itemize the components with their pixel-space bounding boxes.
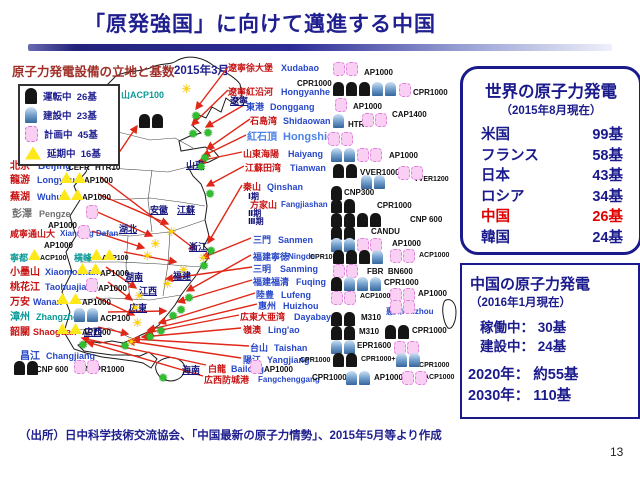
- country-name: フランス: [481, 147, 539, 164]
- site-arrow: [185, 254, 252, 292]
- china-nuclear-box: 中国の原子力発電 （2016年1月現在） 稼働中： 30基 建設中： 24基 20…: [460, 263, 640, 419]
- reactor-postponed-icon: [25, 146, 41, 160]
- site-arrow: [190, 89, 229, 126]
- world-country-row: 中国 26基: [463, 207, 639, 228]
- page-number: 13: [610, 445, 624, 459]
- legend-item: 運転中 26基: [25, 87, 118, 105]
- china-target-row: 2020年： 約55基: [468, 367, 579, 383]
- china-box-subtitle: （2016年1月現在）: [470, 297, 571, 309]
- china-status-row: 建設中： 24基: [480, 339, 567, 354]
- world-box-title: 世界の原子力発電: [485, 83, 617, 101]
- page-title: 「原発強国」に向けて邁進する中国: [84, 13, 436, 36]
- map-legend: 運転中 26基 建設中 23基 計画中 45基 延期中 16基: [18, 84, 120, 166]
- site-arrow: [126, 337, 242, 359]
- site-arrow: [195, 66, 229, 111]
- site-arrow: [204, 104, 245, 128]
- country-name: 韓国: [481, 229, 510, 246]
- reactor-count: 99基: [592, 127, 623, 143]
- legend-item-label: 建設中 23基: [43, 111, 97, 122]
- reactor-count: 24基: [592, 229, 623, 246]
- site-arrow: [131, 335, 250, 347]
- world-country-row: 韓国 24基: [463, 228, 639, 249]
- site-arrow: [91, 230, 146, 250]
- world-nuclear-box: 世界の原子力発電 （2015年8月現在） 米国 99基フランス 58基日本 43基ロシ…: [460, 66, 640, 255]
- reactor-count: 34基: [592, 188, 623, 205]
- world-country-row: 米国 99基: [463, 125, 639, 146]
- world-country-rows: 米国 99基フランス 58基日本 43基ロシア 34基中国 26基韓国 24基: [463, 125, 639, 248]
- title-divider-bar: [28, 44, 612, 51]
- reactor-count: 26基: [592, 209, 623, 225]
- china-status-row: 稼働中： 30基: [480, 320, 567, 335]
- site-arrow: [201, 134, 247, 157]
- taiwan-island: [442, 299, 457, 329]
- legend-item-label: 延期中 16基: [47, 149, 101, 160]
- reactor-operating-icon: [25, 88, 37, 104]
- site-arrow: [140, 327, 242, 341]
- site-arrow: [205, 118, 251, 150]
- site-arrow: [144, 314, 240, 336]
- site-arrow: [200, 237, 252, 260]
- legend-item: 建設中 23基: [25, 106, 118, 124]
- legend-items: 運転中 26基 建設中 23基 計画中 45基 延期中 16基: [20, 87, 118, 162]
- site-arrow: [94, 210, 154, 238]
- china-target-rows: 2020年： 約55基 2030年： 110基: [462, 365, 638, 407]
- world-box-subtitle: （2015年8月現在）: [500, 105, 602, 117]
- reactor-construction-icon: [25, 107, 37, 123]
- site-arrow: [146, 303, 258, 333]
- reactor-count: 43基: [592, 168, 623, 184]
- world-country-row: ロシア 34基: [463, 187, 639, 208]
- site-arrow: [105, 266, 138, 289]
- legend-item: 計画中 45基: [25, 125, 118, 143]
- country-name: ロシア: [481, 188, 525, 205]
- site-arrow: [164, 266, 253, 283]
- site-arrow: [99, 176, 198, 251]
- site-arrow: [197, 151, 243, 164]
- world-country-row: 日本 43基: [463, 166, 639, 187]
- site-arrow: [207, 184, 243, 245]
- china-box-title: 中国の原子力発電: [470, 276, 591, 293]
- site-arrow: [123, 251, 178, 265]
- site-arrow: [107, 306, 168, 316]
- china-status-rows: 稼働中： 30基 建設中： 24基: [462, 318, 638, 356]
- country-name: 日本: [481, 168, 510, 184]
- map-heading: 原子力発電設備の立地と基数: [12, 65, 175, 79]
- site-arrow: [205, 165, 245, 187]
- country-name: 中国: [481, 209, 510, 225]
- site-arrow: [97, 326, 130, 337]
- reactor-count: 58基: [592, 147, 623, 164]
- legend-item-label: 計画中 45基: [44, 130, 98, 141]
- site-arrow: [97, 193, 170, 226]
- reactor-planned-icon: [25, 126, 38, 142]
- map-date: 2015年3月: [174, 65, 229, 77]
- china-target-row: 2030年： 110基: [468, 388, 572, 404]
- site-arrow: [107, 281, 134, 301]
- site-arrow: [80, 335, 207, 366]
- site-arrow: [157, 292, 256, 325]
- site-arrow: [85, 339, 204, 377]
- source-citation: （出所）日中科学技術交流協会、「中国最新の原子力情勢」、2015年5月等より作成: [19, 430, 442, 442]
- site-arrow: [176, 279, 253, 305]
- country-name: 米国: [481, 127, 510, 143]
- legend-item-label: 運転中 26基: [43, 92, 97, 103]
- world-country-row: フランス 58基: [463, 146, 639, 167]
- legend-item: 延期中 16基: [25, 144, 118, 162]
